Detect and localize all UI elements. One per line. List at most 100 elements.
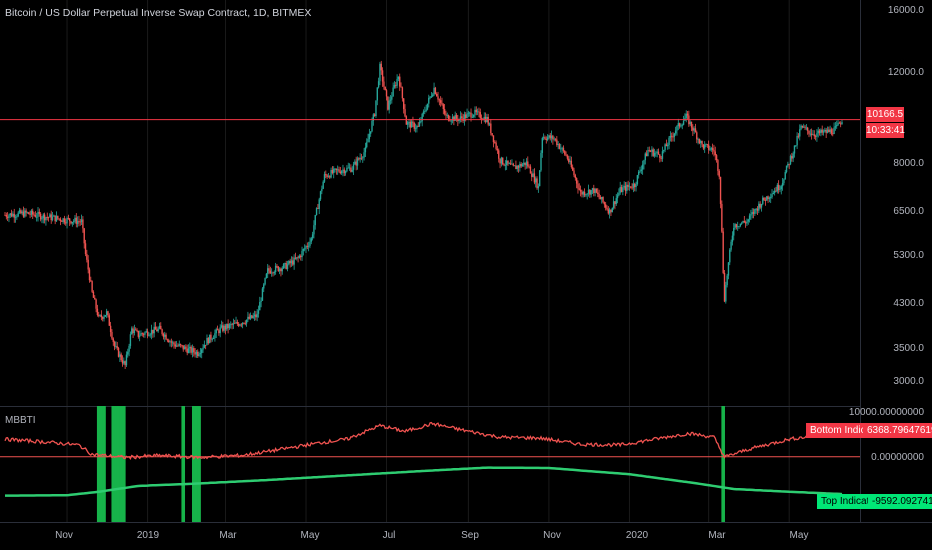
- candle-body: [80, 219, 83, 223]
- candle-body: [509, 163, 512, 165]
- candle-body: [830, 129, 833, 134]
- candle-body: [204, 344, 207, 346]
- candle-body: [375, 100, 377, 117]
- candle-body: [29, 214, 31, 215]
- candle-body: [541, 138, 544, 153]
- candle-body: [326, 175, 328, 177]
- candle-body: [611, 207, 613, 213]
- candle-body: [194, 352, 196, 355]
- candle-body: [66, 218, 68, 224]
- candle-body: [678, 123, 681, 127]
- candle-body: [218, 330, 220, 334]
- candle-body: [826, 129, 829, 133]
- candle-body: [62, 218, 64, 222]
- candle-body: [379, 63, 381, 82]
- candle-body: [317, 208, 319, 209]
- candle-body: [179, 344, 182, 346]
- candle-body: [344, 171, 347, 174]
- candle-body: [707, 144, 710, 150]
- candle-body: [512, 163, 514, 166]
- candle-body: [478, 111, 480, 113]
- candle-body: [748, 215, 751, 220]
- candle-body: [137, 330, 140, 337]
- candle-body: [248, 316, 250, 319]
- candle-body: [300, 255, 302, 258]
- candle-body: [55, 215, 58, 222]
- candle-body: [800, 125, 802, 130]
- candle-body: [121, 360, 124, 364]
- candle-body: [47, 217, 50, 219]
- candle-body: [469, 112, 471, 114]
- candle-body: [26, 212, 29, 214]
- candle-body: [228, 324, 231, 329]
- candle-body: [721, 203, 723, 232]
- candle-body: [624, 185, 627, 191]
- candle-body: [670, 135, 673, 137]
- candle-body: [277, 266, 279, 271]
- candle-body: [331, 169, 334, 174]
- candle-body: [112, 338, 114, 342]
- candle-body: [585, 194, 587, 196]
- candle-body: [343, 169, 345, 174]
- candle-body: [79, 221, 81, 223]
- candle-body: [302, 249, 305, 251]
- candle-body: [651, 149, 653, 152]
- candle-body: [606, 207, 608, 210]
- candle-body: [426, 103, 429, 110]
- candle-body: [149, 334, 151, 336]
- candle-body: [793, 145, 796, 154]
- candle-body: [602, 197, 604, 203]
- candle-body: [306, 246, 309, 247]
- candle-body: [459, 116, 462, 120]
- candle-body: [443, 108, 446, 114]
- candle-body: [455, 115, 458, 119]
- candle-body: [372, 114, 375, 121]
- candle-body: [747, 219, 749, 222]
- candle-body: [520, 163, 522, 167]
- candle-body: [113, 341, 116, 347]
- candle-body: [663, 149, 665, 152]
- candle-body: [95, 299, 97, 309]
- candle-body: [657, 151, 660, 155]
- candle-body: [219, 327, 221, 334]
- candle-body: [538, 170, 541, 187]
- candle-body: [67, 218, 70, 219]
- candle-body: [203, 344, 206, 348]
- bottom-indicator-line: [4, 421, 843, 460]
- signal-bar: [99, 406, 104, 522]
- candle-body: [257, 310, 260, 314]
- candle-body: [214, 333, 216, 338]
- indicator-tick-label: 10000.00000000: [848, 407, 924, 418]
- signal-bar: [119, 406, 123, 522]
- candle-body: [829, 129, 831, 132]
- candle-body: [542, 137, 545, 139]
- candle-body: [185, 346, 187, 349]
- candle-body: [665, 144, 668, 147]
- candle-body: [810, 133, 813, 135]
- candle-body: [780, 186, 782, 190]
- candle-body: [13, 213, 15, 218]
- candle-body: [323, 174, 326, 182]
- candle-body: [797, 135, 800, 137]
- candle-body: [339, 171, 342, 174]
- candle-body: [305, 246, 307, 249]
- candle-body: [45, 217, 47, 221]
- candle-body: [668, 137, 670, 145]
- candle-body: [231, 324, 233, 326]
- indicator-name: MBBTI: [5, 415, 36, 426]
- candle-body: [805, 127, 808, 129]
- candle-body: [207, 338, 210, 344]
- candle-body: [620, 186, 623, 192]
- candle-body: [735, 224, 738, 228]
- candle-body: [153, 326, 155, 334]
- candle-body: [82, 219, 84, 229]
- candle-body: [475, 109, 478, 113]
- candle-body: [187, 348, 190, 353]
- candle-body: [401, 87, 404, 99]
- candle-body: [593, 188, 595, 194]
- candle-body: [206, 338, 208, 346]
- candle-body: [775, 190, 777, 192]
- candle-body: [756, 208, 759, 211]
- candle-body: [788, 163, 790, 165]
